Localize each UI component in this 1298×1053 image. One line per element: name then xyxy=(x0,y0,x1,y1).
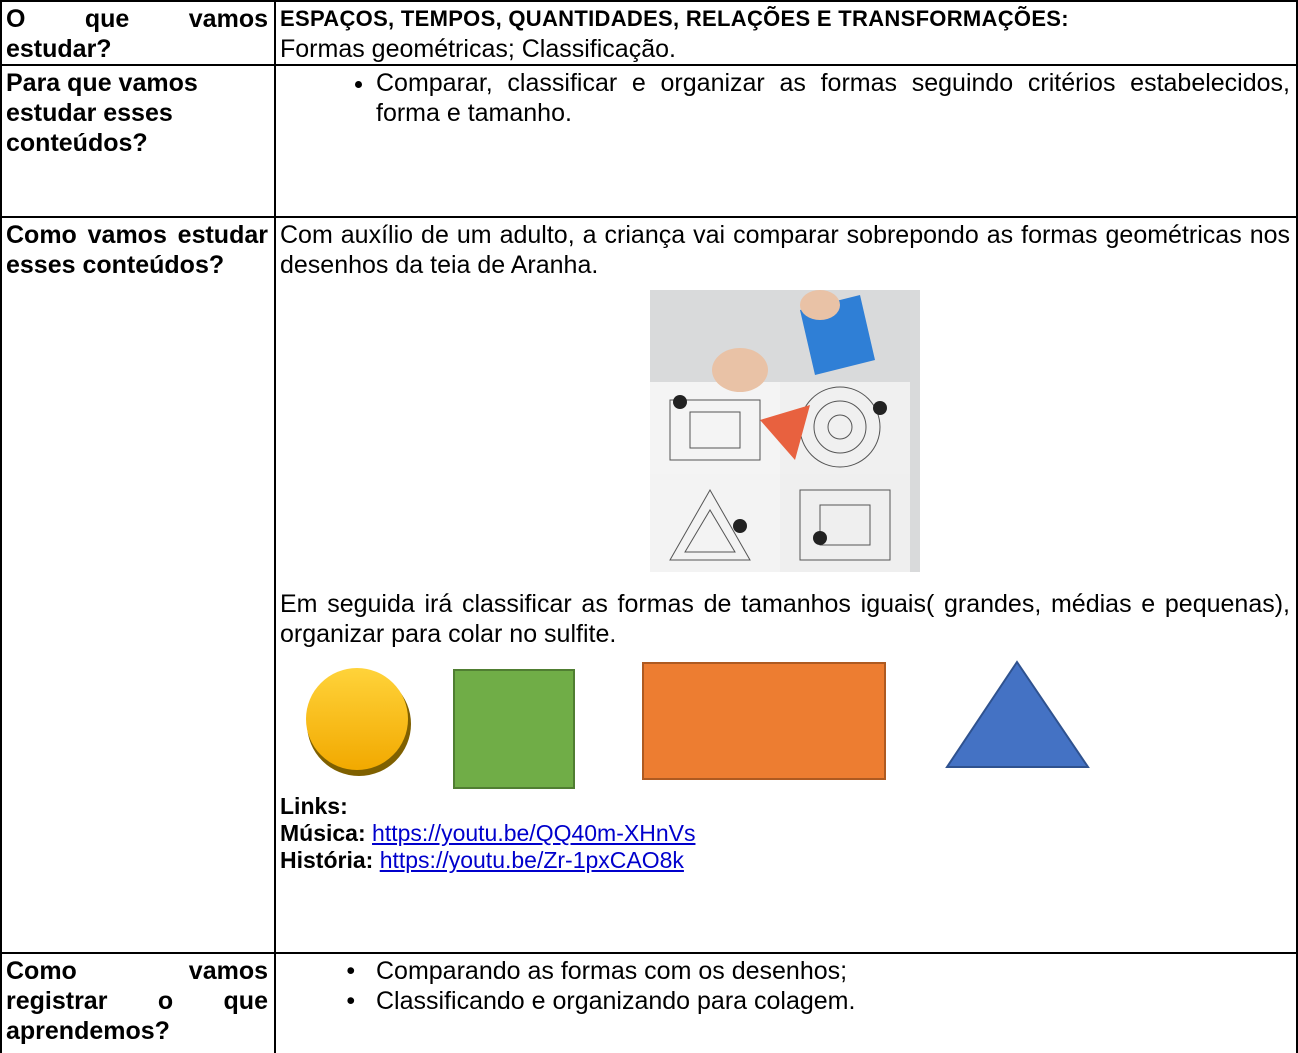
paragraph: Em seguida irá classificar as formas de … xyxy=(280,590,1290,648)
link-label: Música: xyxy=(280,820,366,846)
photo-image xyxy=(650,290,920,572)
row-label: O que vamos estudar? xyxy=(0,0,276,66)
row-label: Para que vamos estudar esses conteúdos? xyxy=(0,64,276,218)
heading: ESPAÇOS, TEMPOS, QUANTIDADES, RELAÇÕES E… xyxy=(280,6,1069,31)
link-line: História: https://youtu.be/Zr-1pxCAO8k xyxy=(280,847,1290,874)
row-label: Como vamos registrar o que aprendemos? xyxy=(0,952,276,1053)
links-title: Links: xyxy=(280,793,348,819)
link-line: Música: https://youtu.be/QQ40m-XHnVs xyxy=(280,820,1290,847)
row: Como vamos estudar esses conteúdos? Com … xyxy=(0,216,1298,954)
row-label: Como vamos estudar esses conteúdos? xyxy=(0,216,276,954)
row-content: Com auxílio de um adulto, a criança vai … xyxy=(274,216,1298,954)
row: Para que vamos estudar esses conteúdos? … xyxy=(0,64,1298,218)
row: Como vamos registrar o que aprendemos? C… xyxy=(0,952,1298,1053)
row-content: Comparando as formas com os desenhos; Cl… xyxy=(274,952,1298,1053)
bullet: Comparar, classificar e organizar as for… xyxy=(376,68,1290,128)
shapes xyxy=(306,660,1090,789)
paragraph: Com auxílio de um adulto, a criança vai … xyxy=(280,221,1290,279)
link[interactable]: https://youtu.be/QQ40m-XHnVs xyxy=(372,820,696,846)
photo xyxy=(280,290,1290,579)
link[interactable]: https://youtu.be/Zr-1pxCAO8k xyxy=(379,847,684,873)
bullet-list: Comparando as formas com os desenhos; Cl… xyxy=(280,956,1290,1016)
bullet: Classificando e organizando para colagem… xyxy=(376,986,1290,1016)
bullet: Comparando as formas com os desenhos; xyxy=(376,956,1290,986)
text: Formas geométricas; Classificação. xyxy=(280,35,676,63)
links: Links: Música: https://youtu.be/QQ40m-XH… xyxy=(280,793,1290,874)
row-content: ESPAÇOS, TEMPOS, QUANTIDADES, RELAÇÕES E… xyxy=(274,0,1298,66)
row: O que vamos estudar? ESPAÇOS, TEMPOS, QU… xyxy=(0,0,1298,66)
link-label: História: xyxy=(280,847,374,873)
bullet-list: Comparar, classificar e organizar as for… xyxy=(280,68,1290,128)
row-content: Comparar, classificar e organizar as for… xyxy=(274,64,1298,218)
